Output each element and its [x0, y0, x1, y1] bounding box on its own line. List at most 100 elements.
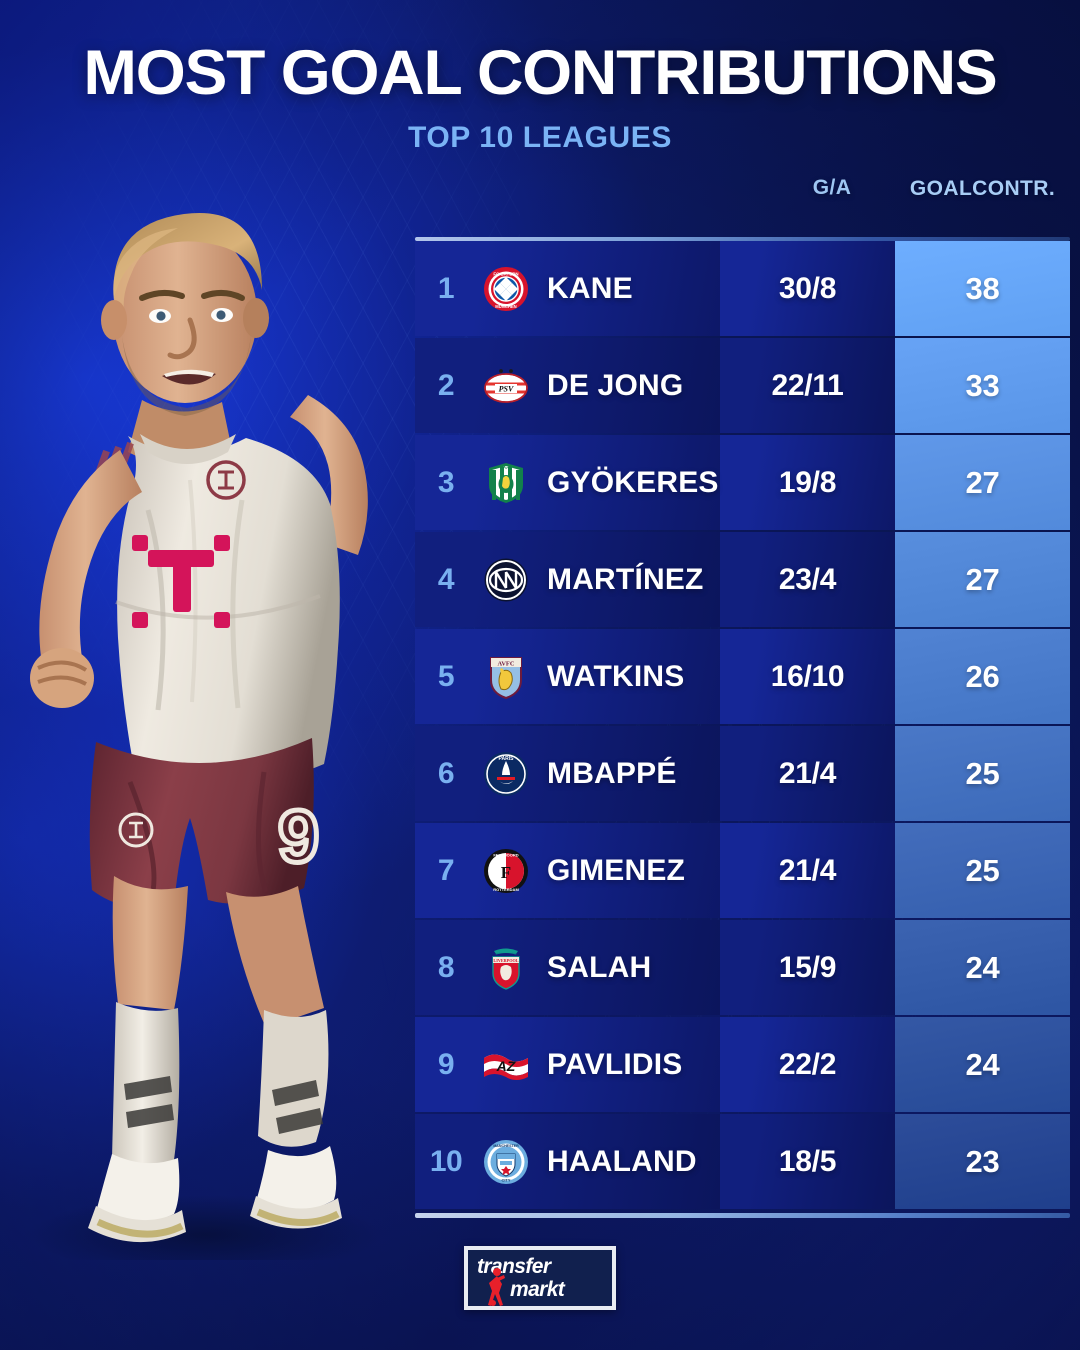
table-row[interactable]: 10 MANCHESTER CITY HAALAND 18/5 23: [415, 1114, 1070, 1209]
row-left-panel: 9 AZ PAVLIDIS: [415, 1017, 720, 1112]
table-row[interactable]: 2 PSV DE JONG 22/11 33: [415, 338, 1070, 433]
column-header-goal-contributions: GOAL CONTR.: [895, 142, 1070, 237]
table-row[interactable]: 1 FC BAYERN MÜNCHEN KANE 30/8 38: [415, 241, 1070, 336]
goals-assists-value: 22/2: [720, 1017, 895, 1112]
club-crest-icon: PARIS: [477, 750, 535, 798]
svg-text:F: F: [501, 863, 511, 882]
player-name: GIMENEZ: [547, 853, 686, 887]
svg-text:AVFC: AVFC: [498, 660, 515, 667]
column-header-ga: G/A: [812, 175, 852, 199]
harry-kane-photo: 9: [0, 150, 460, 1275]
player-name: HAALAND: [547, 1144, 697, 1178]
svg-text:MÜNCHEN: MÜNCHEN: [495, 304, 516, 309]
svg-text:SCP: SCP: [500, 464, 512, 470]
goal-contributions-value: 25: [895, 823, 1070, 918]
goal-contributions-value: 27: [895, 532, 1070, 627]
goals-assists-value: 21/4: [720, 726, 895, 821]
club-crest-icon: PSV: [477, 362, 535, 410]
row-left-panel: 5 AVFC WATKINS: [415, 629, 720, 724]
player-name: GYÖKERES: [547, 465, 719, 499]
player-name: MBAPPÉ: [547, 756, 677, 790]
transfermarkt-logo: transfer markt: [464, 1246, 616, 1310]
row-left-panel: 10 MANCHESTER CITY HAALAND: [415, 1114, 720, 1209]
logo-player-figure: [488, 1268, 505, 1306]
svg-text:MANCHESTER: MANCHESTER: [493, 1144, 519, 1148]
table-row[interactable]: 9 AZ PAVLIDIS 22/2 24: [415, 1017, 1070, 1112]
goal-contributions-value: 27: [895, 435, 1070, 530]
club-crest-icon: AZ: [477, 1041, 535, 1089]
goal-contributions-value: 23: [895, 1114, 1070, 1209]
rank-number: 3: [437, 465, 455, 499]
table-row[interactable]: 3 SCP GYÖKERES 19/8 27: [415, 435, 1070, 530]
goals-assists-value: 21/4: [720, 823, 895, 918]
table-row[interactable]: 5 AVFC WATKINS 16/10 26: [415, 629, 1070, 724]
logo-line-markt: markt: [510, 1278, 565, 1301]
goals-assists-value: 23/4: [720, 532, 895, 627]
goal-contributions-value: 24: [895, 1017, 1070, 1112]
goal-contributions-value: 38: [895, 241, 1070, 336]
goal-contributions-value: 24: [895, 920, 1070, 1015]
row-left-panel: 8 LIVERPOOL SALAH: [415, 920, 720, 1015]
page-subtitle: TOP 10 LEAGUES: [407, 121, 673, 154]
club-crest-icon: FC BAYERN MÜNCHEN: [477, 265, 535, 313]
player-name: MARTÍNEZ: [547, 562, 704, 596]
goals-assists-value: 18/5: [720, 1114, 895, 1209]
goals-assists-value: 30/8: [720, 241, 895, 336]
page-title: MOST GOAL CONTRIBUTIONS: [83, 38, 997, 108]
rank-number: 1: [437, 271, 455, 305]
row-left-panel: 3 SCP GYÖKERES: [415, 435, 720, 530]
svg-text:ROTTERDAM: ROTTERDAM: [493, 887, 519, 892]
table-top-divider: [415, 237, 1070, 241]
club-crest-icon: MANCHESTER CITY: [477, 1138, 535, 1186]
goals-assists-value: 16/10: [720, 629, 895, 724]
svg-text:PSV: PSV: [499, 384, 514, 393]
rank-number: 9: [437, 1047, 455, 1081]
rank-number: 8: [437, 950, 455, 984]
club-crest-icon: [477, 556, 535, 604]
player-name: DE JONG: [547, 368, 684, 402]
club-crest-icon: LIVERPOOL: [477, 944, 535, 992]
club-crest-icon: AVFC: [477, 653, 535, 701]
svg-text:9: 9: [278, 795, 319, 878]
player-name: SALAH: [547, 950, 652, 984]
table-body: 1 FC BAYERN MÜNCHEN KANE 30/8 38 2 PSV DE…: [415, 241, 1070, 1209]
column-header-goal-line2: CONTR.: [972, 177, 1056, 201]
player-name: KANE: [547, 271, 633, 305]
rank-number: 2: [437, 368, 455, 402]
svg-text:FC BAYERN: FC BAYERN: [493, 271, 518, 276]
goal-contributions-value: 26: [895, 629, 1070, 724]
goal-contributions-value: 25: [895, 726, 1070, 821]
goals-assists-value: 19/8: [720, 435, 895, 530]
rank-number: 7: [437, 853, 455, 887]
svg-text:AZ: AZ: [496, 1058, 516, 1074]
row-left-panel: 4 MARTÍNEZ: [415, 532, 720, 627]
svg-text:PARIS: PARIS: [499, 756, 515, 762]
svg-text:LIVERPOOL: LIVERPOOL: [493, 958, 518, 963]
club-crest-icon: F FEYENOORD ROTTERDAM: [477, 847, 535, 895]
row-left-panel: 7 F FEYENOORD ROTTERDAM GIMENEZ: [415, 823, 720, 918]
table-row[interactable]: 7 F FEYENOORD ROTTERDAM GIMENEZ 21/4 25: [415, 823, 1070, 918]
header: MOST GOAL CONTRIBUTIONS TOP 10 LEAGUES: [0, 42, 1080, 155]
goals-assists-value: 15/9: [720, 920, 895, 1015]
row-left-panel: 6 PARIS MBAPPÉ: [415, 726, 720, 821]
club-crest-icon: SCP: [477, 459, 535, 507]
goals-assists-value: 22/11: [720, 338, 895, 433]
row-left-panel: 1 FC BAYERN MÜNCHEN KANE: [415, 241, 720, 336]
rank-number: 4: [437, 562, 455, 596]
player-name: WATKINS: [547, 659, 685, 693]
table-row[interactable]: 4 MARTÍNEZ 23/4 27: [415, 532, 1070, 627]
row-left-panel: 2 PSV DE JONG: [415, 338, 720, 433]
svg-text:CITY: CITY: [501, 1177, 510, 1182]
rank-number: 10: [429, 1144, 463, 1178]
table-bottom-divider: [415, 1213, 1070, 1218]
table-column-headers: G/A GOAL CONTR.: [415, 175, 1070, 237]
goal-contributions-value: 33: [895, 338, 1070, 433]
rank-number: 5: [437, 659, 455, 693]
column-header-goal-line1: GOAL: [909, 177, 973, 201]
table-row[interactable]: 6 PARIS MBAPPÉ 21/4 25: [415, 726, 1070, 821]
ranking-table: G/A GOAL CONTR. 1 FC BAYERN MÜNCHEN KANE …: [415, 175, 1070, 1218]
player-name: PAVLIDIS: [547, 1047, 683, 1081]
table-row[interactable]: 8 LIVERPOOL SALAH 15/9 24: [415, 920, 1070, 1015]
svg-text:FEYENOORD: FEYENOORD: [493, 852, 518, 857]
rank-number: 6: [437, 756, 455, 790]
